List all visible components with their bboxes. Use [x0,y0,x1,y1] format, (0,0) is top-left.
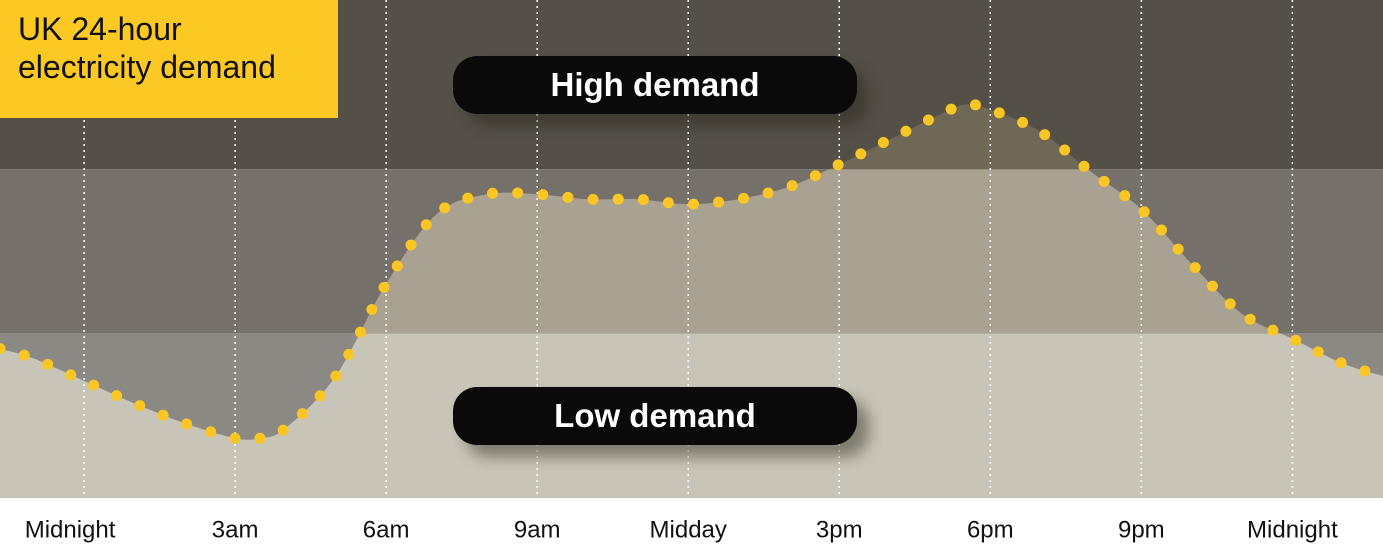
x-tick-label: 3pm [816,516,863,543]
demand-line [0,98,1383,446]
band-label: High demand [453,55,857,114]
x-tick-label: Midnight [1247,516,1338,543]
x-tick-label: 6am [363,516,410,543]
chart-title: UK 24-hour electricity demand [0,0,338,118]
x-tick-label: 9am [514,516,561,543]
x-tick-label: Midday [650,516,727,543]
x-tick-label: 3am [212,516,259,543]
x-tick-label: 9pm [1118,516,1165,543]
band-label: Low demand [453,386,857,445]
x-tick-label: 6pm [967,516,1014,543]
x-tick-label: Midnight [25,516,116,543]
